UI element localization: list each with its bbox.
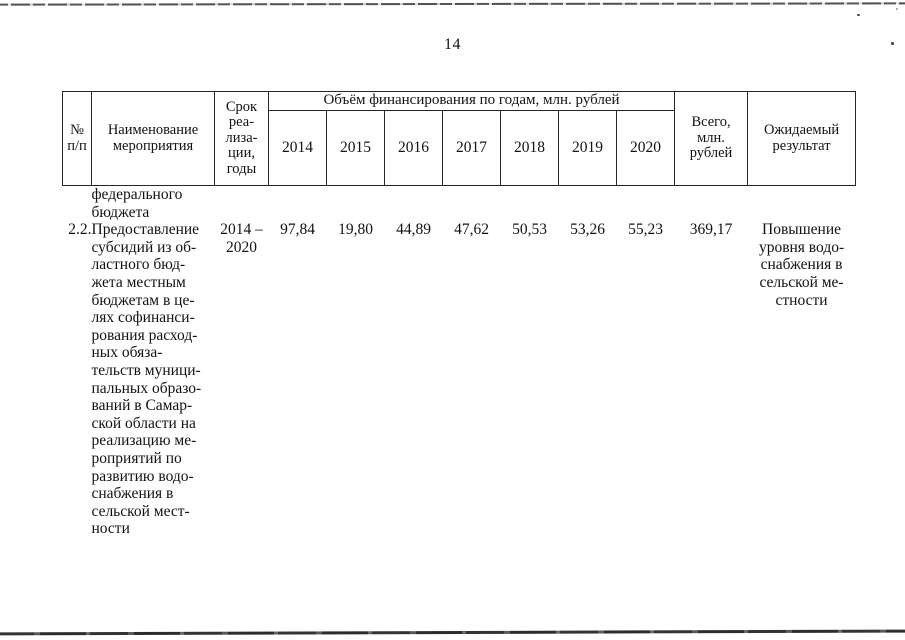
table-row-2-2: 2.2. Предоставление субсидий из об- ласт… [63,221,856,538]
table-body: федерального бюджета 2.2. Предоставление… [63,186,856,538]
header-col-result: Ожидаемый результат [747,91,857,186]
row-number: 2.2. [68,221,92,239]
table-header: № п/п Наименование мероприятия Срок реа-… [62,91,857,186]
empty-cell [215,186,856,222]
row-value-2014: 97,84 [280,221,315,239]
header-year-2014: 2014 [268,110,327,186]
header-year-2019: 2019 [558,110,617,186]
row-value-2020: 55,23 [628,221,663,239]
table-row-continuation: федерального бюджета [63,186,856,222]
header-col-total: Всего, млн. рублей [674,91,749,186]
scan-speck [857,14,860,16]
header-year-2016: 2016 [384,110,443,186]
scan-speck [896,8,898,10]
header-year-2018: 2018 [500,110,559,186]
table-header-row-group: № п/п Наименование мероприятия Срок реа-… [62,91,857,186]
row-period: 2014 – 2020 [220,221,263,256]
empty-cell [63,186,92,222]
row-value-2019: 53,26 [570,221,605,239]
header-year-2020: 2020 [615,110,676,186]
row-value-2017: 47,62 [454,221,489,239]
header-year-2017: 2017 [442,110,501,186]
row-expected-result: Повышение уровня водо- снабжения в сельс… [758,221,845,309]
row-name: Предоставление субсидий из об- ластного … [91,221,202,538]
row-value-2015: 19,80 [338,221,373,239]
header-col-period: Срок реа- лиза- ции, годы [214,91,269,186]
row-total: 369,17 [689,221,733,239]
page-number: 14 [444,36,461,53]
header-year-2015: 2015 [326,110,385,186]
header-funding-group: Объём финансирования по годам, млн. рубл… [267,91,676,111]
scan-artifact-bottom [0,629,905,636]
header-col-no: № п/п [62,91,92,186]
row-name: федерального бюджета [91,186,183,221]
header-col-name: Наименование мероприятия [91,91,215,186]
scan-speck [891,42,894,45]
scan-artifact-top [0,2,905,6]
financing-table: № п/п Наименование мероприятия Срок реа-… [62,91,857,538]
row-value-2018: 50,53 [512,221,547,239]
table-header-row-years: 2014 2015 2016 2017 2018 2019 2020 [63,110,856,186]
row-value-2016: 44,89 [396,221,431,239]
